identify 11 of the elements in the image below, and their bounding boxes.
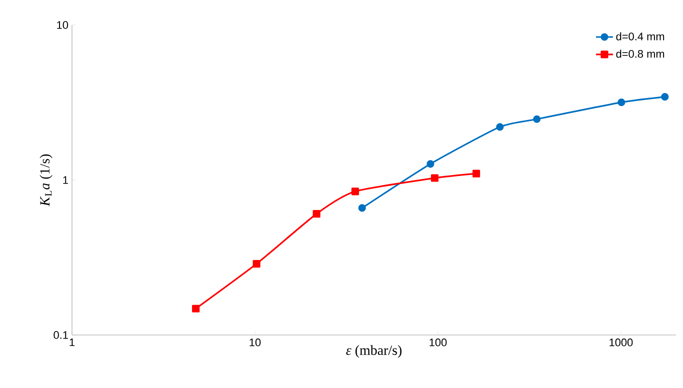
y-axis-title: K$_{L}$a (1/s) [40, 154, 52, 206]
y-tick-label: 1 [63, 176, 68, 184]
y-tick-label: 0.1 [54, 331, 68, 339]
x-tick-label: 1 [70, 338, 75, 346]
legend-label: d=0.8 mm [616, 50, 664, 58]
x-tick-label: 100 [430, 338, 447, 346]
x-tick-label: 1000 [610, 338, 633, 346]
x-axis-title: ε (mbar/s) [346, 345, 402, 358]
legend-label: d=0.4 mm [616, 32, 664, 40]
y-tick-label: 10 [57, 21, 68, 29]
x-tick-label: 10 [250, 338, 261, 346]
